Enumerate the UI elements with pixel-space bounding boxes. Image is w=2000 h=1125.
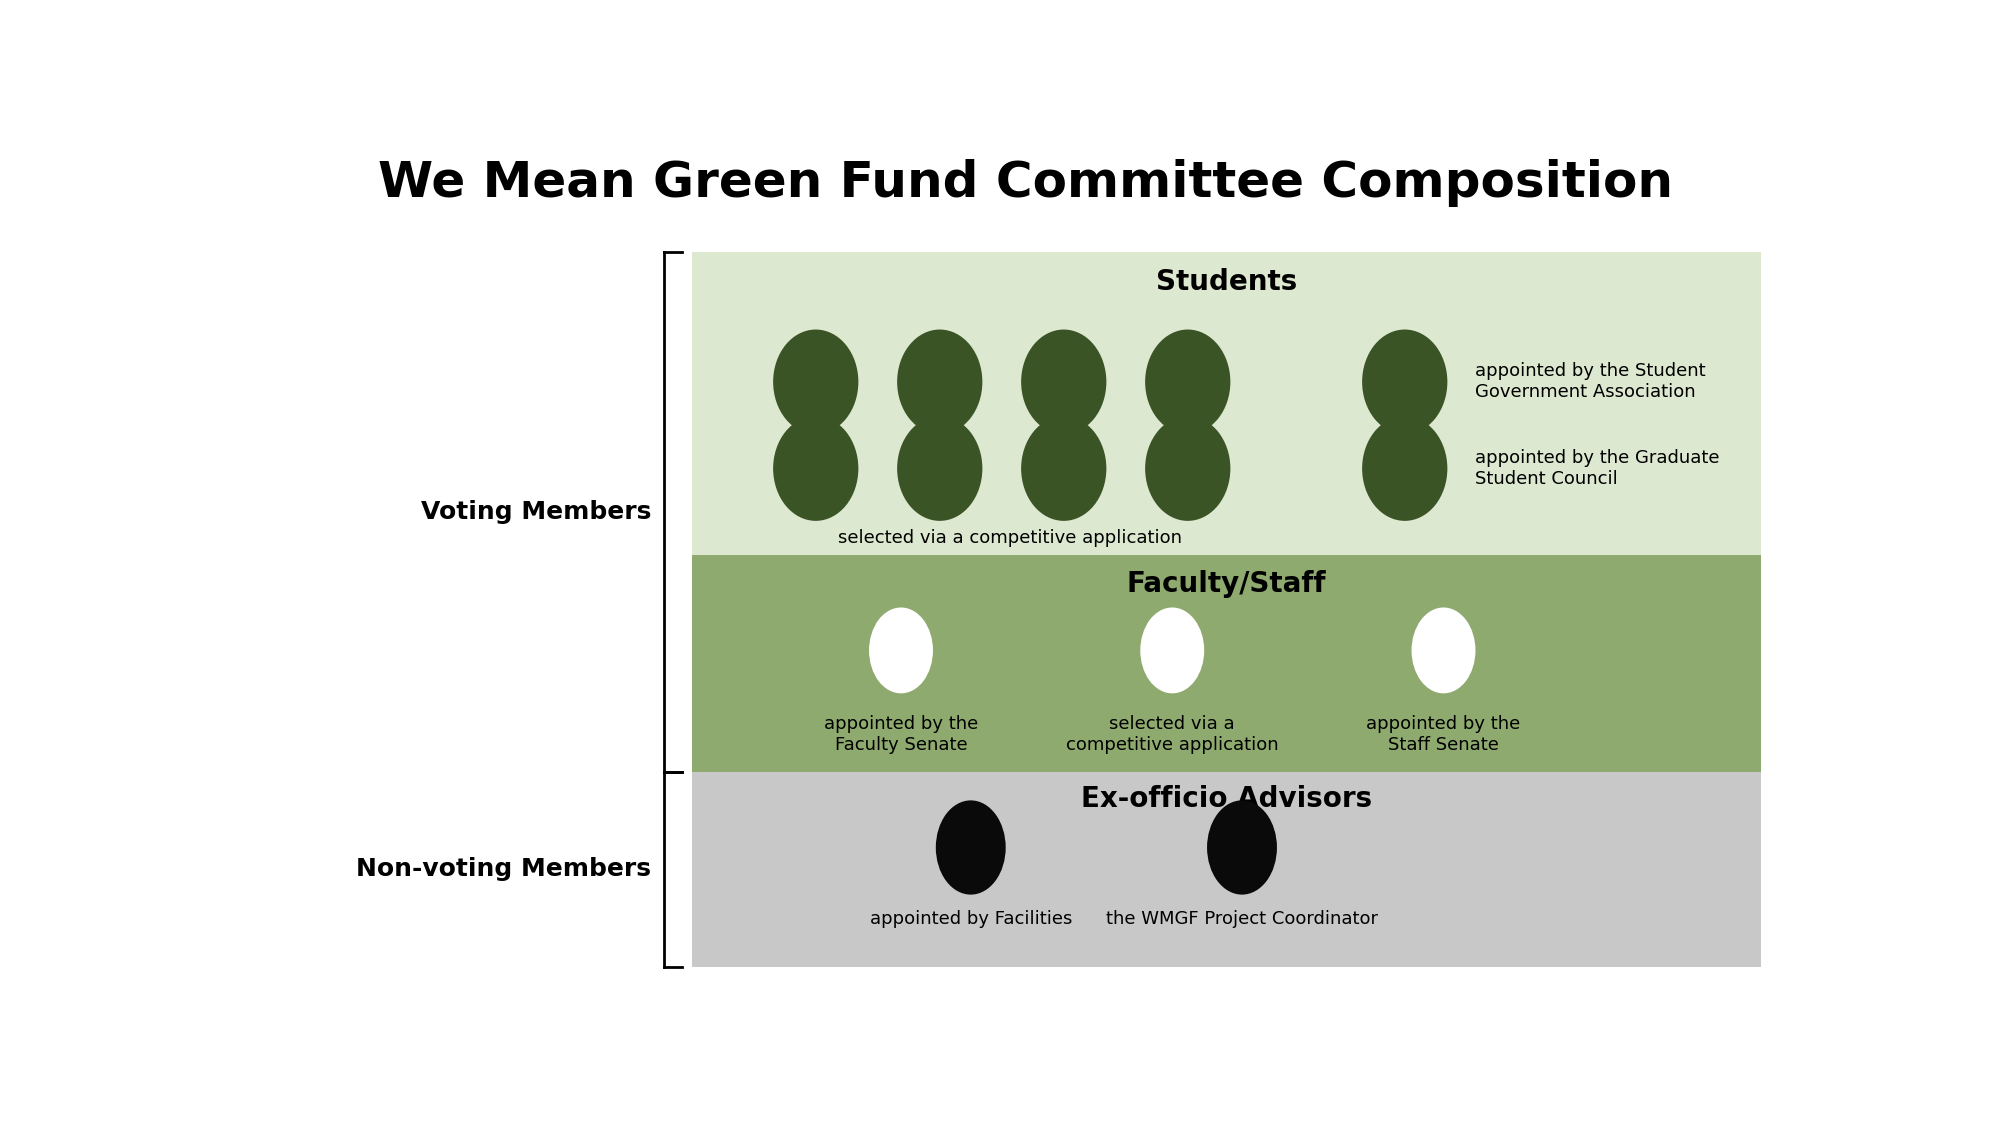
Ellipse shape <box>1022 416 1106 521</box>
Text: We Mean Green Fund Committee Composition: We Mean Green Fund Committee Composition <box>378 159 1672 207</box>
Text: Students: Students <box>1156 268 1298 296</box>
Ellipse shape <box>898 330 982 434</box>
Text: appointed by the Graduate
Student Council: appointed by the Graduate Student Counci… <box>1476 449 1720 488</box>
Ellipse shape <box>870 608 932 693</box>
Ellipse shape <box>898 416 982 521</box>
Ellipse shape <box>774 416 858 521</box>
FancyBboxPatch shape <box>692 555 1762 772</box>
Text: selected via a competitive application: selected via a competitive application <box>838 529 1182 547</box>
Ellipse shape <box>1140 608 1204 693</box>
Text: Voting Members: Voting Members <box>422 500 652 524</box>
Ellipse shape <box>1146 416 1230 521</box>
Ellipse shape <box>1412 608 1476 693</box>
Text: appointed by the
Staff Senate: appointed by the Staff Senate <box>1366 716 1520 754</box>
Ellipse shape <box>774 330 858 434</box>
Text: Faculty/Staff: Faculty/Staff <box>1126 569 1326 597</box>
FancyBboxPatch shape <box>692 772 1762 966</box>
Text: appointed by the
Faculty Senate: appointed by the Faculty Senate <box>824 716 978 754</box>
Text: appointed by Facilities: appointed by Facilities <box>870 910 1072 928</box>
Text: the WMGF Project Coordinator: the WMGF Project Coordinator <box>1106 910 1378 928</box>
Text: selected via a
competitive application: selected via a competitive application <box>1066 716 1278 754</box>
Ellipse shape <box>1362 416 1448 521</box>
Ellipse shape <box>936 800 1006 894</box>
Text: Non-voting Members: Non-voting Members <box>356 857 652 881</box>
Ellipse shape <box>1208 800 1276 894</box>
Text: appointed by the Student
Government Association: appointed by the Student Government Asso… <box>1476 362 1706 402</box>
FancyBboxPatch shape <box>692 252 1762 555</box>
Ellipse shape <box>1362 330 1448 434</box>
Ellipse shape <box>1022 330 1106 434</box>
Ellipse shape <box>1146 330 1230 434</box>
Text: Ex-officio Advisors: Ex-officio Advisors <box>1080 785 1372 813</box>
